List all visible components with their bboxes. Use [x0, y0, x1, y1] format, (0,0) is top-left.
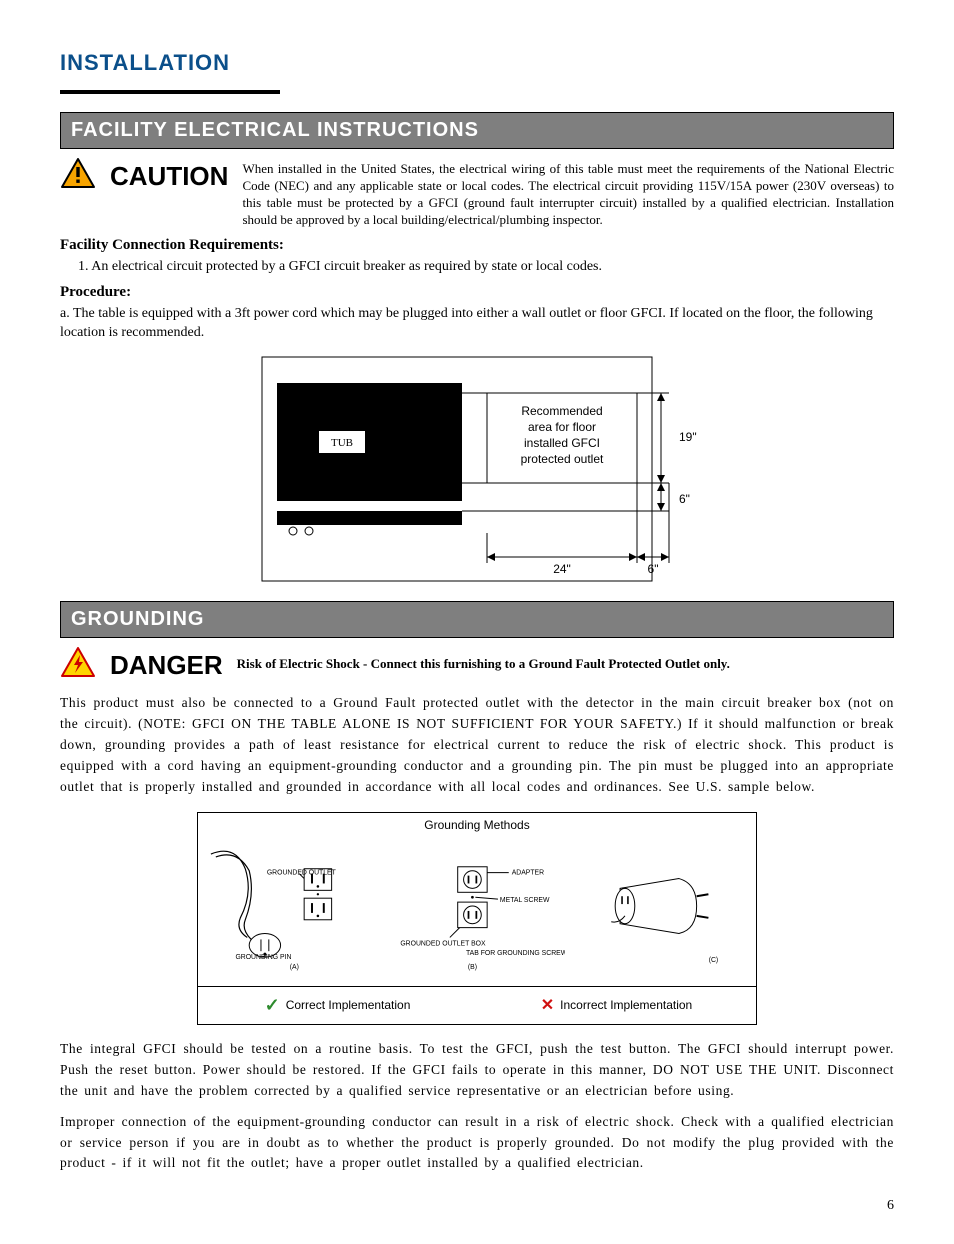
svg-text:24": 24": [553, 562, 571, 576]
section-heading-facility: FACILITY ELECTRICAL INSTRUCTIONS: [60, 112, 894, 149]
svg-text:Recommended: Recommended: [521, 404, 602, 418]
svg-text:ADAPTER: ADAPTER: [511, 869, 543, 876]
caution-icon: [60, 157, 96, 194]
svg-text:GROUNDED OUTLET BOX: GROUNDED OUTLET BOX: [400, 940, 486, 947]
grounding-panel-a: GROUNDED OUTLET GROUNDING PIN (A): [206, 838, 383, 978]
danger-label: DANGER: [110, 646, 223, 681]
tub-label: TUB: [331, 437, 353, 449]
page-number: 6: [60, 1198, 894, 1214]
grounding-fig-title: Grounding Methods: [198, 813, 756, 834]
svg-text:TAB FOR GROUNDING SCREW: TAB FOR GROUNDING SCREW: [466, 950, 566, 957]
danger-block: DANGER Risk of Electric Shock - Connect …: [60, 646, 894, 683]
svg-text:(C): (C): [709, 957, 719, 964]
facility-conn-req-heading: Facility Connection Requirements:: [60, 237, 894, 254]
svg-text:area for floor: area for floor: [528, 420, 596, 434]
svg-text:(A): (A): [290, 964, 299, 971]
title-rule: [60, 90, 280, 94]
procedure-a: a. The table is equipped with a 3ft powe…: [60, 305, 894, 343]
svg-text:6": 6": [679, 492, 690, 506]
incorrect-impl-label: ✕ Incorrect Implementation: [477, 987, 756, 1024]
section-heading-grounding: GROUNDING: [60, 601, 894, 638]
grounding-para-1: This product must also be connected to a…: [60, 693, 894, 798]
svg-text:installed GFCI: installed GFCI: [524, 436, 600, 450]
danger-body-text: Risk of Electric Shock - Connect this fu…: [237, 646, 894, 673]
grounding-panel-c: (C): [571, 838, 748, 978]
page-title: INSTALLATION: [60, 50, 894, 76]
correct-impl-label: ✓ Correct Implementation: [198, 987, 477, 1024]
caution-label: CAUTION: [110, 157, 228, 192]
svg-text:protected outlet: protected outlet: [521, 452, 604, 466]
grounding-para-3: Improper connection of the equipment-gro…: [60, 1112, 894, 1175]
grounding-methods-figure: Grounding Methods: [60, 812, 894, 1025]
svg-text:GROUNDING PIN: GROUNDING PIN: [235, 954, 291, 961]
svg-text:METAL SCREW: METAL SCREW: [500, 897, 550, 904]
danger-icon: [60, 646, 96, 683]
svg-text:6": 6": [648, 562, 659, 576]
grounding-panel-b: ADAPTER METAL SCREW GROUNDED OUTLET BOX …: [389, 838, 566, 978]
facility-req-1: 1. An electrical circuit protected by a …: [78, 258, 894, 277]
caution-block: CAUTION When installed in the United Sta…: [60, 157, 894, 229]
gfci-location-diagram: TUB Recommended area for floor installed…: [60, 353, 894, 583]
procedure-heading: Procedure:: [60, 284, 894, 301]
grounding-para-2: The integral GFCI should be tested on a …: [60, 1039, 894, 1102]
caution-body-text: When installed in the United States, the…: [242, 157, 894, 229]
x-icon: ✕: [541, 995, 554, 1015]
svg-text:19": 19": [679, 430, 697, 444]
check-icon: ✓: [265, 995, 280, 1016]
svg-text:(B): (B): [468, 964, 477, 971]
